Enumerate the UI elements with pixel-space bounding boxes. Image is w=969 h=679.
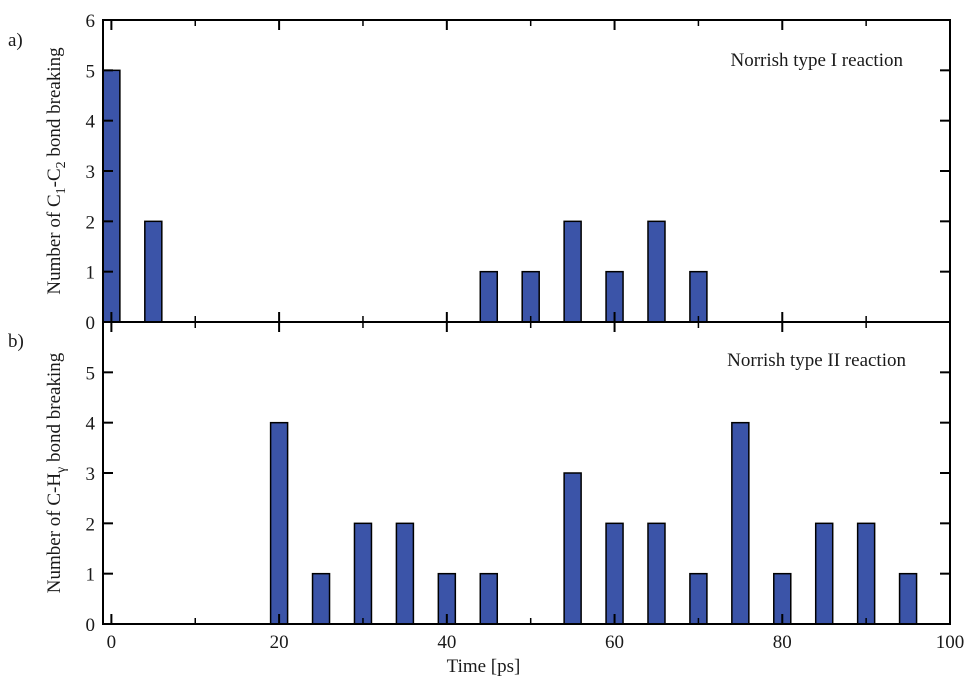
y-axis-title-subscript: 1 — [54, 187, 69, 194]
y-axis-title-part: -C — [44, 168, 65, 187]
bar — [689, 572, 708, 625]
y-tick-label: 3 — [86, 162, 96, 183]
y-axis-title: Number of C-Hγ bond breaking — [44, 352, 69, 593]
x-tick-label: 40 — [437, 632, 456, 653]
y-axis-title-part: Number of C-H — [44, 473, 65, 594]
y-tick-label: 2 — [86, 514, 96, 535]
panel-label: a) — [8, 30, 23, 51]
x-tick-label: 20 — [270, 632, 289, 653]
y-tick-label: 4 — [86, 112, 96, 133]
bar — [144, 220, 163, 323]
y-tick-label: 5 — [86, 363, 96, 384]
y-axis-title-part: bond breaking — [44, 47, 65, 161]
x-tick-label: 0 — [107, 632, 117, 653]
panel-b: 0 1 2 3 4 5 0 20 40 60 80 100 b) Norrish type II reac… — [8, 321, 965, 677]
bar — [102, 69, 121, 323]
y-tick-label: 1 — [86, 565, 96, 586]
y-tick-label: 5 — [86, 61, 96, 82]
bar — [479, 572, 499, 625]
y-axis-title: Number of C1-C2 bond breaking — [44, 47, 69, 295]
bar — [353, 522, 373, 625]
y-tick-label: 3 — [86, 464, 96, 485]
bar — [269, 421, 289, 625]
y-tick-label: 6 — [86, 11, 96, 32]
bar — [814, 522, 834, 625]
x-tick-label: 100 — [936, 632, 965, 653]
bar — [647, 522, 666, 625]
panel-label: b) — [8, 331, 24, 352]
bar — [605, 522, 624, 625]
bar — [689, 270, 708, 323]
bar — [311, 572, 331, 625]
bar — [856, 522, 876, 625]
x-tick-label: 60 — [605, 632, 624, 653]
bar — [563, 220, 582, 323]
bar — [521, 270, 540, 323]
y-tick-label: 2 — [86, 212, 96, 233]
bar — [731, 421, 750, 625]
x-tick-label: 80 — [773, 632, 792, 653]
y-axis-title-subscript: 2 — [54, 161, 69, 168]
bar — [563, 472, 582, 625]
y-tick-label: 0 — [86, 313, 96, 334]
y-axis-title-subscript: γ — [54, 467, 69, 474]
bar — [647, 220, 666, 323]
bar — [898, 572, 918, 625]
y-axis-title-part: Number of C — [44, 194, 65, 294]
annotation: Norrish type II reaction — [727, 350, 906, 371]
bar — [395, 522, 415, 625]
y-tick-label: 1 — [86, 263, 96, 284]
y-axis-title-part: bond breaking — [44, 352, 65, 466]
bar — [479, 270, 499, 323]
y-tick-label: 0 — [86, 615, 96, 636]
panel-a: 0 1 2 3 4 5 6 a) Norrish type I reaction Number o… — [8, 11, 951, 334]
x-axis-title: Time [ps] — [447, 656, 521, 677]
annotation: Norrish type I reaction — [730, 50, 903, 71]
y-tick-label: 4 — [86, 414, 96, 435]
